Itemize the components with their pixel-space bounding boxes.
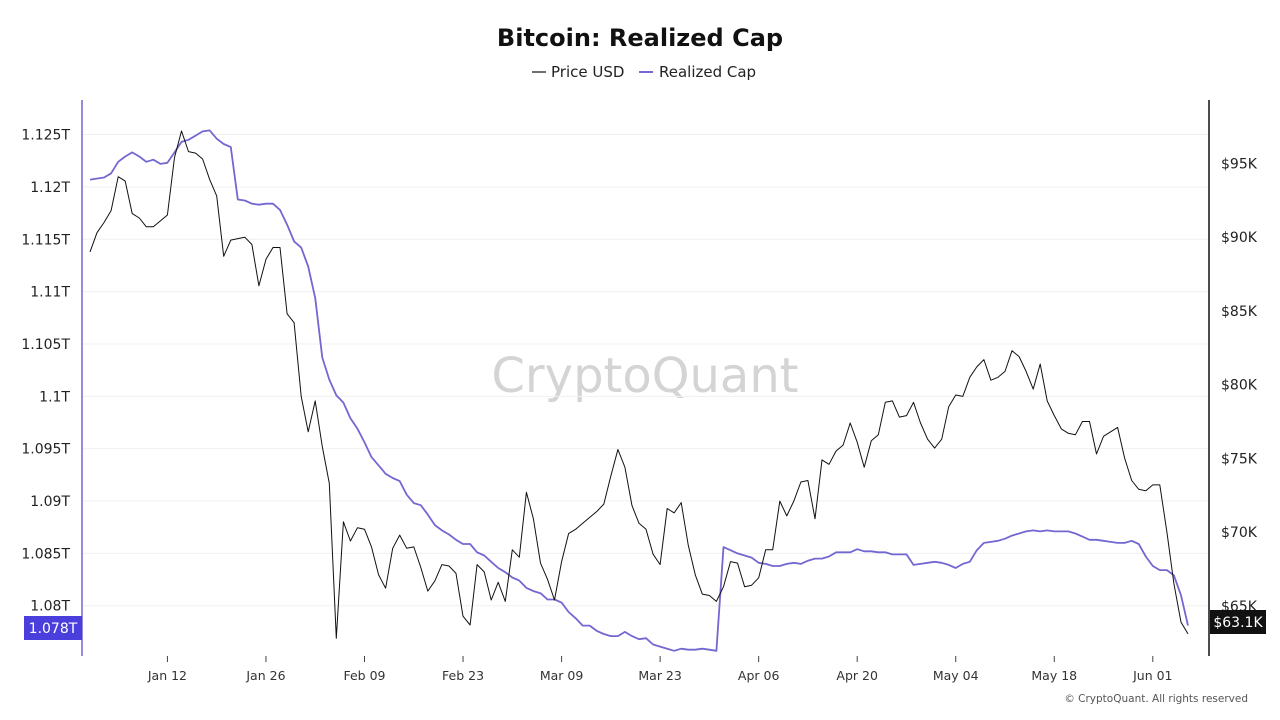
right-badge-bg <box>1210 610 1266 634</box>
left-tick-label: 1.085T <box>21 546 70 562</box>
left-tick-label: 1.095T <box>21 442 70 458</box>
right-badge-text: $63.1K <box>1213 615 1263 631</box>
left-tick-label: 1.09T <box>30 494 70 510</box>
left-tick-label: 1.08T <box>30 599 70 615</box>
x-tick-label: May 18 <box>1031 668 1077 683</box>
price-usd-line[interactable] <box>89 130 1189 639</box>
left-tick-label: 1.1T <box>39 389 70 405</box>
left-tick-label: 1.115T <box>21 232 70 248</box>
x-axis-ticks: Jan 12 Jan 26 Feb 09 Feb 23 Mar 09 Mar 23 Apr … <box>147 656 1173 683</box>
x-tick-label: Apr 20 <box>836 668 878 683</box>
x-tick-label: Apr 06 <box>738 668 780 683</box>
x-tick-label: Feb 09 <box>343 668 385 683</box>
legend-realized-label[interactable]: Realized Cap <box>659 63 756 81</box>
right-tick-label: $70K <box>1221 525 1258 541</box>
right-last-value-badge: $63.1K <box>1210 610 1266 634</box>
left-tick-label: 1.125T <box>21 128 70 144</box>
left-last-value-badge: 1.078T <box>24 616 82 640</box>
chart-title: Bitcoin: Realized Cap <box>497 24 783 52</box>
realized-cap-line[interactable] <box>89 129 1189 652</box>
x-tick-label: Mar 23 <box>638 668 681 683</box>
left-badge-text: 1.078T <box>29 621 78 637</box>
x-tick-label: Jan 26 <box>245 668 285 683</box>
watermark: CryptoQuant <box>491 348 798 404</box>
right-tick-label: $90K <box>1221 230 1258 246</box>
left-tick-label: 1.11T <box>30 285 70 301</box>
x-tick-label: Jun 01 <box>1132 668 1172 683</box>
x-tick-label: Jan 12 <box>147 668 187 683</box>
credit-text: © CryptoQuant. All rights reserved <box>1064 693 1248 705</box>
legend: Price USD Realized Cap <box>532 63 756 81</box>
legend-price-label[interactable]: Price USD <box>551 63 624 81</box>
x-tick-label: May 04 <box>933 668 979 683</box>
right-tick-label: $95K <box>1221 156 1258 172</box>
right-tick-label: $75K <box>1221 451 1258 467</box>
left-tick-label: 1.105T <box>21 337 70 353</box>
left-axis-ticks: 1.08T 1.085T 1.09T 1.095T 1.1T 1.105T 1.11T 1.1… <box>21 128 70 615</box>
right-tick-label: $85K <box>1221 304 1258 320</box>
right-axis-ticks: $65K$70K$75K$80K$85K$90K$95K <box>1221 156 1258 614</box>
axes <box>81 100 1210 656</box>
x-tick-label: Mar 09 <box>540 668 584 683</box>
left-badge-bg <box>24 616 82 640</box>
gridlines <box>82 134 1209 607</box>
right-tick-label: $80K <box>1221 378 1258 394</box>
left-tick-label: 1.12T <box>30 180 70 196</box>
x-tick-label: Feb 23 <box>442 668 484 683</box>
